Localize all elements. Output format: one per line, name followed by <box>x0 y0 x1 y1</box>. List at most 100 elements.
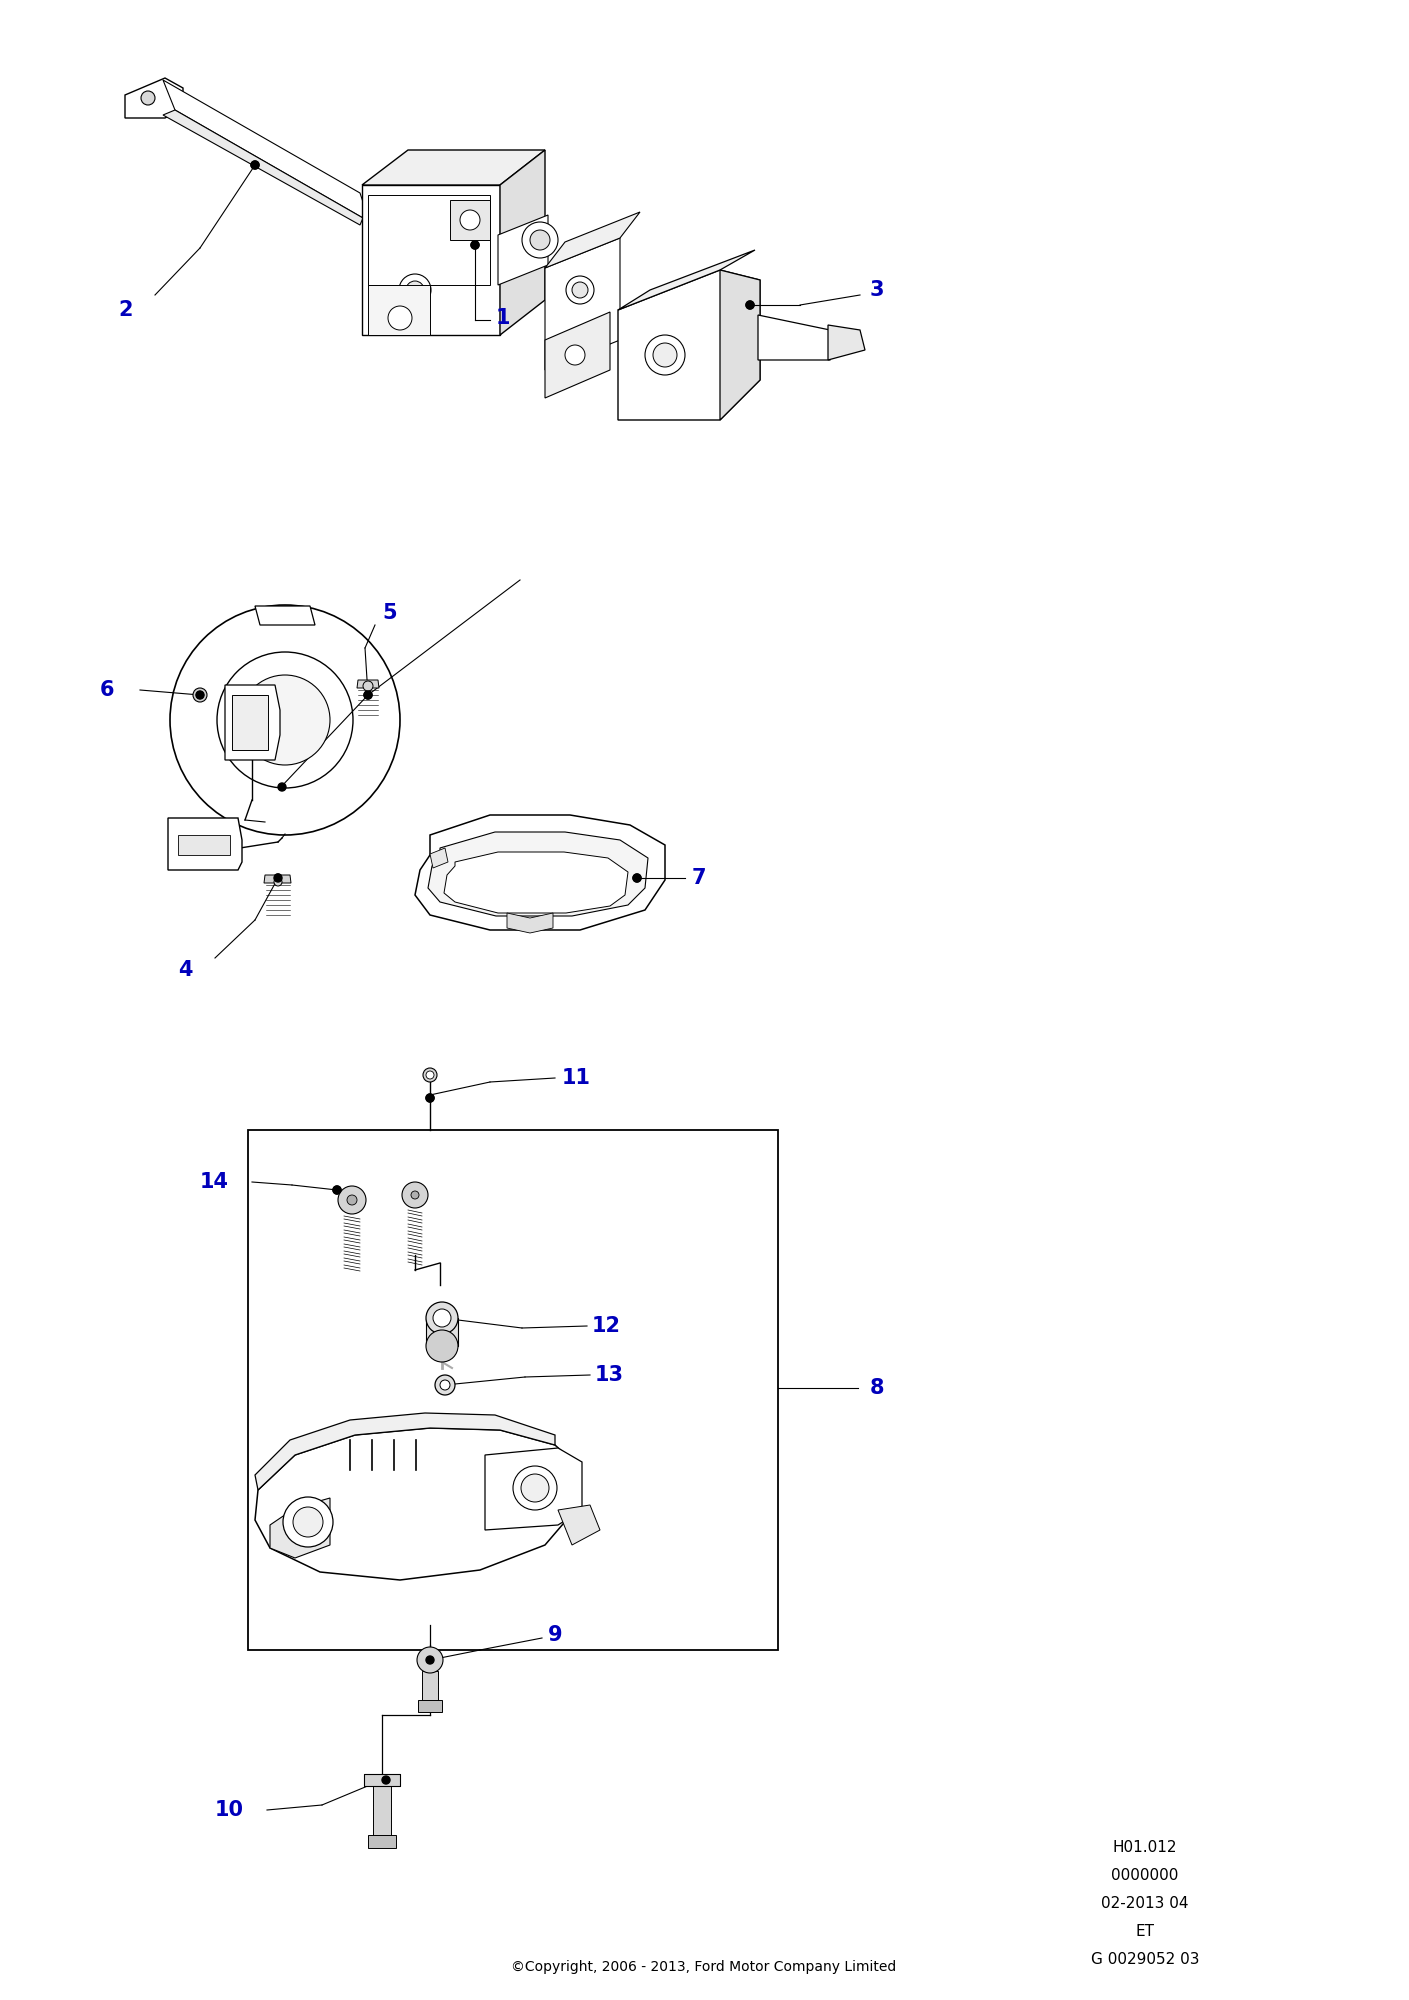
Text: ET: ET <box>1136 1924 1154 1940</box>
Text: 02-2013 04: 02-2013 04 <box>1102 1896 1189 1912</box>
Polygon shape <box>507 912 552 932</box>
Circle shape <box>217 652 354 788</box>
Polygon shape <box>163 110 364 224</box>
Polygon shape <box>368 196 490 284</box>
Polygon shape <box>255 1412 555 1490</box>
Circle shape <box>530 230 550 250</box>
Bar <box>178 836 230 856</box>
Polygon shape <box>368 284 430 334</box>
Polygon shape <box>449 200 490 240</box>
Polygon shape <box>418 1700 442 1712</box>
Circle shape <box>251 162 259 170</box>
Polygon shape <box>497 214 548 284</box>
Circle shape <box>293 1508 323 1536</box>
Circle shape <box>438 1316 447 1324</box>
Circle shape <box>333 1186 341 1194</box>
Circle shape <box>251 162 259 170</box>
Circle shape <box>645 334 685 376</box>
Circle shape <box>633 874 641 882</box>
Polygon shape <box>416 816 665 930</box>
Circle shape <box>240 676 330 764</box>
Polygon shape <box>428 832 648 916</box>
Polygon shape <box>271 1498 330 1558</box>
Polygon shape <box>720 270 759 420</box>
Circle shape <box>193 688 207 702</box>
Polygon shape <box>758 314 836 360</box>
Circle shape <box>572 282 588 298</box>
Circle shape <box>521 222 558 258</box>
Circle shape <box>406 280 424 298</box>
Circle shape <box>283 1496 333 1548</box>
Circle shape <box>196 692 204 700</box>
Circle shape <box>196 692 203 698</box>
Polygon shape <box>423 1672 438 1700</box>
Circle shape <box>364 680 373 692</box>
Circle shape <box>338 1186 366 1214</box>
Circle shape <box>441 1380 449 1388</box>
Circle shape <box>273 874 282 882</box>
Text: 2: 2 <box>118 300 132 320</box>
Circle shape <box>565 344 585 364</box>
Circle shape <box>333 1186 341 1194</box>
Polygon shape <box>426 1318 458 1346</box>
Circle shape <box>402 1182 428 1208</box>
Polygon shape <box>255 1428 581 1580</box>
Text: 13: 13 <box>595 1364 624 1384</box>
Polygon shape <box>619 250 755 310</box>
Text: 1: 1 <box>496 308 510 328</box>
Polygon shape <box>444 852 628 912</box>
Polygon shape <box>232 696 268 750</box>
Polygon shape <box>364 1774 400 1786</box>
Polygon shape <box>263 876 292 884</box>
Circle shape <box>633 874 641 882</box>
Text: 6: 6 <box>100 680 114 700</box>
Polygon shape <box>225 684 280 760</box>
Circle shape <box>417 1648 442 1672</box>
Polygon shape <box>545 212 640 268</box>
Text: 12: 12 <box>592 1316 621 1336</box>
Circle shape <box>426 1330 458 1362</box>
Circle shape <box>513 1466 557 1510</box>
Polygon shape <box>368 1836 396 1848</box>
Bar <box>248 1130 778 1650</box>
Circle shape <box>433 1308 451 1328</box>
Circle shape <box>364 692 372 700</box>
Circle shape <box>521 1474 550 1502</box>
Circle shape <box>441 1380 449 1388</box>
Circle shape <box>440 1380 449 1390</box>
Polygon shape <box>168 818 242 870</box>
Polygon shape <box>362 186 500 334</box>
Polygon shape <box>430 848 448 868</box>
Circle shape <box>382 1776 390 1784</box>
Circle shape <box>438 1316 447 1324</box>
Circle shape <box>411 1190 418 1198</box>
Polygon shape <box>500 150 545 334</box>
Polygon shape <box>373 1786 392 1836</box>
Circle shape <box>426 1656 434 1664</box>
Circle shape <box>423 1068 437 1082</box>
Polygon shape <box>163 80 365 218</box>
Polygon shape <box>545 238 620 370</box>
Circle shape <box>426 1656 434 1664</box>
Text: H01.012: H01.012 <box>1113 1840 1178 1856</box>
Polygon shape <box>356 680 379 688</box>
Circle shape <box>652 344 676 368</box>
Text: 11: 11 <box>562 1068 590 1088</box>
Text: 3: 3 <box>869 280 885 300</box>
Circle shape <box>170 604 400 836</box>
Circle shape <box>273 878 282 886</box>
Text: 14: 14 <box>200 1172 230 1192</box>
Polygon shape <box>619 270 759 420</box>
Circle shape <box>426 1302 458 1334</box>
Circle shape <box>459 210 480 230</box>
Text: 8: 8 <box>869 1378 885 1398</box>
Text: 10: 10 <box>216 1800 244 1820</box>
Circle shape <box>382 1776 390 1784</box>
Circle shape <box>347 1194 356 1204</box>
Text: 7: 7 <box>692 868 706 888</box>
Polygon shape <box>125 78 183 118</box>
Circle shape <box>435 1376 455 1396</box>
Circle shape <box>471 240 479 248</box>
Polygon shape <box>255 606 316 624</box>
Polygon shape <box>558 1504 600 1544</box>
